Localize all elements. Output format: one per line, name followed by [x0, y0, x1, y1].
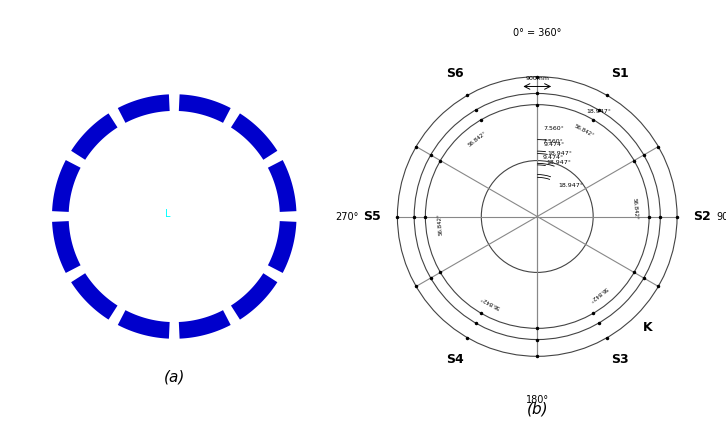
Text: S5: S5 [364, 210, 381, 223]
Text: 180°: 180° [526, 395, 549, 405]
Text: 56.842°: 56.842° [632, 197, 638, 220]
Text: 18.947°: 18.947° [547, 151, 573, 156]
Text: S3: S3 [611, 353, 629, 366]
Text: S2: S2 [693, 210, 711, 223]
Text: 90°: 90° [717, 211, 726, 222]
Text: (a): (a) [163, 369, 185, 384]
Text: (b): (b) [526, 401, 548, 416]
Text: 56.842°: 56.842° [573, 123, 595, 138]
Text: 18.947°: 18.947° [558, 183, 583, 188]
Text: 7.560°: 7.560° [542, 139, 563, 144]
Text: K: K [643, 321, 653, 334]
Text: 0° = 360°: 0° = 360° [513, 28, 561, 38]
Text: 56.842°: 56.842° [436, 213, 443, 236]
Text: 270°: 270° [335, 211, 358, 222]
Text: S4: S4 [446, 353, 464, 366]
Text: S6: S6 [446, 67, 464, 80]
Text: 56.842°: 56.842° [587, 285, 608, 303]
Text: 56.842°: 56.842° [480, 295, 502, 310]
Text: 9.474°: 9.474° [542, 155, 563, 160]
Text: 18.947°: 18.947° [546, 160, 571, 165]
Text: 18.947°: 18.947° [586, 109, 611, 114]
Text: 7.560°: 7.560° [543, 126, 564, 131]
Text: S1: S1 [611, 67, 629, 80]
Text: L: L [165, 209, 171, 219]
Text: 900mm: 900mm [525, 76, 550, 81]
Text: 56.842°: 56.842° [467, 130, 487, 148]
Text: 9.474°: 9.474° [543, 142, 564, 147]
